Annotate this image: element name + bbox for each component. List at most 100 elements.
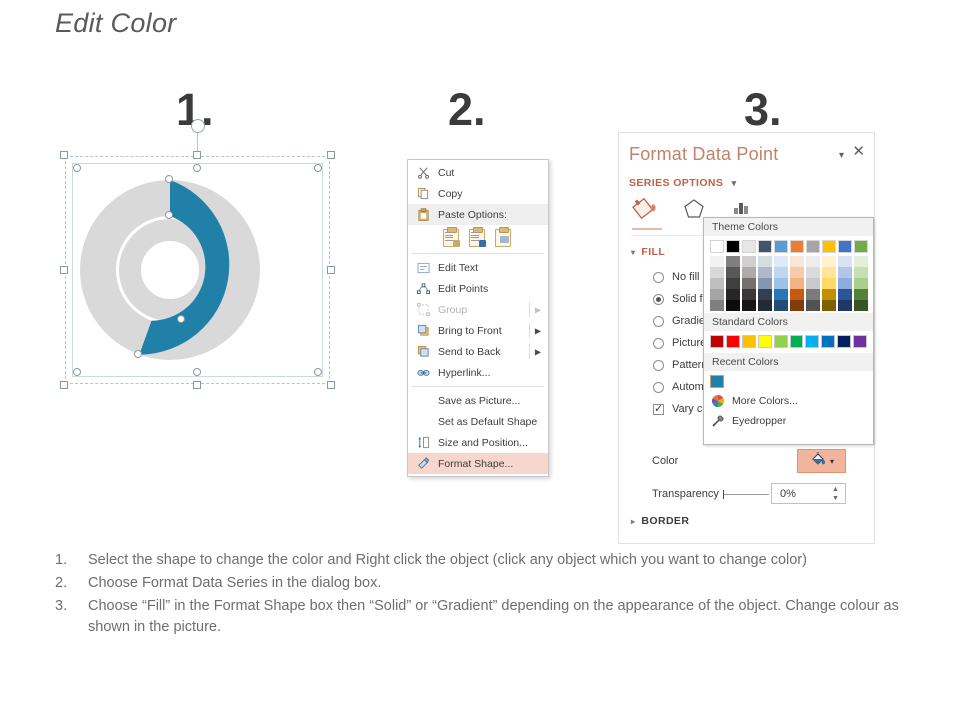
resize-handle-nw[interactable] — [60, 151, 68, 159]
radio-solid-fill[interactable]: Solid fi — [653, 288, 708, 310]
arc-handle-bottom-outer[interactable] — [134, 350, 142, 358]
spinner-down-icon[interactable]: ▼ — [832, 495, 839, 502]
recent-colors-row[interactable] — [704, 371, 873, 391]
radio-gradient-fill[interactable]: Gradie — [653, 310, 708, 332]
context-menu[interactable]: Cut Copy Paste Options: — [407, 159, 549, 477]
option-label: Picture — [672, 337, 707, 349]
resize-handle-n[interactable] — [193, 151, 201, 159]
menu-item-format-shape[interactable]: Format Shape... — [408, 453, 548, 474]
eyedropper-icon — [711, 414, 725, 428]
menu-item-bring-to-front[interactable]: Bring to Front ▶ — [408, 320, 548, 341]
paste-options-row[interactable] — [408, 225, 548, 250]
color-picker-dropdown[interactable]: Theme Colors Standard Colors R — [703, 217, 874, 445]
series-options-dropdown[interactable]: SERIES OPTIONS ▾ — [629, 177, 737, 189]
theme-color-column — [854, 240, 868, 311]
resize-handle-s[interactable] — [193, 381, 201, 389]
menu-item-size-and-position[interactable]: Size and Position... — [408, 432, 548, 453]
standard-swatch — [789, 335, 804, 348]
instruction-number: 1. — [55, 552, 68, 568]
resize-handle-e[interactable] — [327, 266, 335, 274]
radio-button[interactable] — [653, 271, 664, 283]
paste-keep-source-formatting-icon[interactable] — [442, 227, 460, 247]
theme-colors-grid[interactable] — [704, 236, 873, 313]
arc-handle-top-outer[interactable] — [165, 175, 173, 183]
radio-automatic-fill[interactable]: Autom — [653, 376, 708, 398]
chevron-right-icon: ▶ — [534, 305, 541, 314]
resize-handle-sw[interactable] — [60, 381, 68, 389]
standard-swatch — [710, 335, 724, 348]
inner-handle-n[interactable] — [193, 164, 201, 172]
instruction-text: Choose Format Data Series in the dialog … — [88, 575, 382, 591]
paste-use-destination-theme-icon[interactable] — [468, 227, 486, 247]
inner-handle-nw[interactable] — [73, 164, 81, 172]
effects-icon[interactable] — [679, 195, 713, 225]
transparency-slider[interactable] — [723, 490, 769, 499]
resize-handle-w[interactable] — [60, 266, 68, 274]
resize-handle-se[interactable] — [327, 381, 335, 389]
fill-section-header[interactable]: ▾ FILL — [631, 246, 665, 258]
pane-title: Format Data Point — [629, 144, 779, 164]
chevron-down-icon: ▾ — [829, 456, 834, 466]
spinner-up-icon[interactable]: ▲ — [832, 486, 839, 493]
instruction-number: 3. — [55, 598, 68, 614]
checkbox-vary-colors[interactable]: Vary co — [653, 398, 708, 420]
send-back-icon — [416, 345, 430, 359]
paste-icon — [416, 207, 430, 222]
spinner-buttons[interactable]: ▲ ▼ — [832, 486, 841, 502]
menu-item-copy[interactable]: Copy — [408, 183, 548, 204]
radio-button[interactable] — [653, 315, 664, 327]
menu-label: Edit Text — [438, 261, 479, 274]
menu-item-edit-text[interactable]: Edit Text — [408, 257, 548, 278]
series-options-chart-icon[interactable] — [727, 195, 761, 225]
color-wheel-icon — [711, 394, 725, 408]
option-label: No fill — [672, 271, 700, 283]
menu-label: Set as Default Shape — [438, 415, 538, 428]
fill-heading-label: FILL — [641, 246, 666, 258]
inner-handle-se[interactable] — [314, 368, 322, 376]
selected-shape-frame[interactable] — [60, 119, 335, 389]
theme-color-column — [806, 240, 820, 311]
edit-points-icon — [416, 282, 430, 296]
option-label: Solid fi — [672, 293, 706, 305]
menu-item-send-to-back[interactable]: Send to Back ▶ — [408, 341, 548, 362]
standard-colors-row[interactable] — [704, 331, 873, 353]
color-picker-button[interactable]: ▾ — [797, 449, 846, 473]
border-heading-label: BORDER — [641, 515, 690, 527]
radio-no-fill[interactable]: No fill — [653, 266, 708, 288]
option-label: Gradie — [672, 315, 706, 327]
chevron-down-icon[interactable]: ▾ — [838, 150, 844, 161]
resize-handle-ne[interactable] — [327, 151, 335, 159]
menu-item-set-as-default-shape[interactable]: Set as Default Shape — [408, 411, 548, 432]
inner-handle-s[interactable] — [193, 368, 201, 376]
inner-handle-ne[interactable] — [314, 164, 322, 172]
menu-item-group[interactable]: Group ▶ — [408, 299, 548, 320]
transparency-input[interactable]: 0% ▲ ▼ — [771, 483, 846, 504]
checkbox[interactable] — [653, 402, 664, 415]
rotation-handle[interactable] — [191, 119, 205, 133]
menu-label: Format Shape... — [438, 457, 514, 470]
donut-chart[interactable] — [60, 151, 335, 389]
radio-button[interactable] — [653, 293, 664, 305]
inner-handle-sw[interactable] — [73, 368, 81, 376]
menu-item-save-as-picture[interactable]: Save as Picture... — [408, 390, 548, 411]
arc-handle-bottom-inner[interactable] — [177, 315, 185, 323]
radio-pattern-fill[interactable]: Pattern — [653, 354, 708, 376]
menu-item-paste-options[interactable]: Paste Options: — [408, 204, 548, 225]
menu-item-cut[interactable]: Cut — [408, 162, 548, 183]
eyedropper-item[interactable]: Eyedropper — [704, 411, 873, 431]
border-section-header[interactable]: ▸ BORDER — [631, 515, 689, 527]
radio-button[interactable] — [653, 359, 664, 371]
triangle-right-icon: ▸ — [631, 517, 636, 526]
step-number-2: 2. — [448, 84, 486, 135]
radio-picture-fill[interactable]: Picture — [653, 332, 708, 354]
close-icon[interactable]: ✕ — [852, 143, 865, 160]
radio-button[interactable] — [653, 381, 664, 393]
scissors-icon — [416, 166, 430, 180]
menu-item-edit-points[interactable]: Edit Points — [408, 278, 548, 299]
arc-handle-top-inner[interactable] — [165, 211, 173, 219]
radio-button[interactable] — [653, 337, 664, 349]
more-colors-item[interactable]: More Colors... — [704, 391, 873, 411]
menu-item-hyperlink[interactable]: Hyperlink... — [408, 362, 548, 383]
fill-and-line-icon[interactable] — [631, 195, 665, 230]
paste-picture-icon[interactable] — [494, 227, 511, 247]
